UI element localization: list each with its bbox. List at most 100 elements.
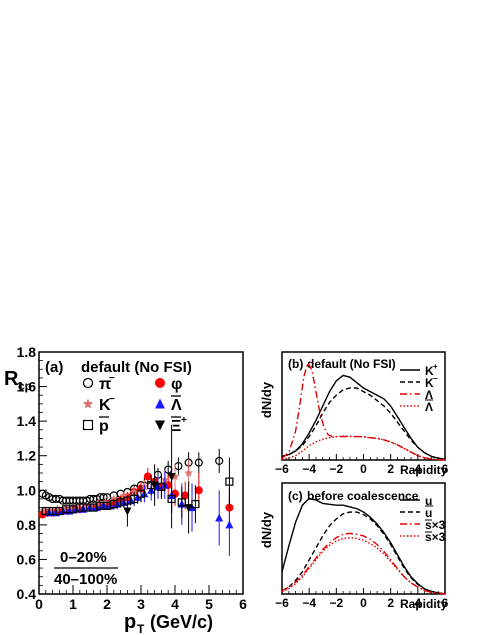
legend-label: s×3 — [425, 530, 446, 544]
y-tick-label: 1.6 — [17, 379, 37, 395]
panel-b-xlabel: Rapidity — [400, 463, 448, 477]
curve-solid — [281, 374, 446, 460]
x-tick-label: −2 — [329, 462, 343, 476]
x-tick-label: 6 — [442, 596, 449, 610]
legend-label: Λ — [171, 397, 182, 414]
panel-c-xlabel: Rapidity — [400, 597, 448, 611]
legend-marker — [155, 398, 165, 409]
y-tick-label: 1.2 — [17, 448, 37, 464]
panel-b-ylabel: dN/dy — [259, 381, 274, 418]
x-tick-label: 6 — [442, 462, 449, 476]
legend-marker — [82, 398, 94, 409]
data-point — [194, 458, 203, 467]
series-triangle-down — [123, 424, 193, 534]
legend-label: K — [425, 364, 434, 378]
legend-label: p — [99, 418, 109, 435]
series-triangle-up — [45, 471, 234, 556]
data-point — [99, 493, 108, 502]
legend-sup: − — [109, 394, 115, 405]
x-tick-label: 6 — [239, 596, 247, 612]
x-tick-label: 5 — [205, 596, 213, 612]
x-tick-label: 2 — [387, 596, 394, 610]
panel-c-curves — [281, 497, 446, 595]
panel-a-legend: π− φK− Λp Ξ + — [82, 373, 187, 435]
data-point — [130, 494, 139, 504]
panel-b-curves — [281, 360, 446, 461]
x-tick-label: 0 — [35, 596, 43, 612]
panel-c-dndy: dN/dy (c) before coalescence Rapidity −6… — [259, 482, 449, 611]
curve-dashed — [281, 511, 446, 595]
panel-b-title-text: default (No FSI) — [307, 357, 396, 371]
legend-label: K — [425, 376, 434, 390]
x-tick-label: 0 — [360, 596, 367, 610]
x-tick-label: −6 — [275, 462, 289, 476]
x-tick-label: 2 — [103, 596, 111, 612]
panel-b-legend: K +K −ΛΛ — [400, 362, 438, 414]
legend-sup: + — [433, 362, 438, 371]
legend-label: u — [425, 506, 432, 520]
data-point — [225, 477, 234, 486]
data-point — [194, 486, 203, 495]
panel-c-x-axis: −6 −4 −2 0 2 4 6 — [275, 588, 449, 610]
legend-label: u — [425, 494, 432, 508]
curve-dashdot — [281, 532, 446, 595]
ratio-label-bottom: 40–100% — [54, 571, 117, 588]
x-tick-label: 2 — [387, 462, 394, 476]
panel-a-label: (a) — [45, 359, 63, 376]
legend-marker — [155, 420, 165, 431]
panel-a-title: default (No FSI) — [81, 359, 192, 376]
panel-c-title-text: before coalescence — [307, 489, 419, 503]
data-point — [167, 472, 176, 481]
x-tick-label: −6 — [275, 596, 289, 610]
x-tick-label: 1 — [69, 596, 77, 612]
x-tick-label: 4 — [171, 596, 179, 612]
panel-c-legend: uus×3s×3 — [400, 494, 446, 544]
panel-a-ylabel-sub: cp — [18, 379, 32, 393]
legend-label: K — [99, 397, 111, 414]
panel-a-xlabel: p — [124, 611, 136, 633]
data-point — [215, 513, 224, 522]
data-point — [123, 507, 132, 516]
ratio-label-top: 0–20% — [60, 549, 107, 566]
y-tick-label: 1.0 — [17, 482, 37, 498]
panel-b-title: (b) — [288, 357, 303, 371]
panel-a-ylabel: R — [4, 368, 19, 390]
data-point — [215, 456, 224, 465]
y-tick-label: 0.8 — [17, 517, 37, 533]
panel-c-title: (c) — [288, 489, 303, 503]
data-point — [150, 481, 159, 490]
y-tick-label: 0.6 — [17, 551, 37, 567]
legend-sup: + — [181, 415, 187, 426]
panel-a-y-axis: 0.4 0.6 0.8 1.0 1.2 1.4 1.6 1.8 — [17, 344, 47, 602]
legend-sup: − — [433, 374, 438, 383]
data-point — [143, 472, 152, 481]
legend-marker — [82, 377, 94, 389]
panel-a-xlabel-unit: (GeV/c) — [150, 612, 213, 632]
legend-marker — [82, 419, 94, 431]
x-tick-label: −2 — [329, 596, 343, 610]
curve-dashdot — [281, 360, 446, 461]
legend-label: s×3 — [425, 518, 446, 532]
legend-marker — [155, 378, 165, 388]
data-point — [225, 520, 234, 529]
y-tick-label: 1.8 — [17, 344, 37, 360]
x-tick-label: 3 — [137, 596, 145, 612]
data-point — [157, 482, 166, 491]
curve-dotted — [281, 536, 446, 595]
legend-label: Λ — [425, 400, 433, 414]
x-tick-label: 4 — [414, 462, 421, 476]
x-tick-label: −4 — [302, 462, 316, 476]
legend-sup: − — [109, 373, 115, 384]
panel-c-ylabel: dN/dy — [259, 511, 274, 548]
y-tick-label: 0.4 — [17, 586, 37, 602]
panel-b-x-axis: −6 −4 −2 0 2 4 6 — [275, 454, 449, 476]
legend-label: φ — [171, 376, 182, 393]
panel-a-xlabel-sub: T — [137, 622, 145, 635]
curve-solid — [281, 497, 446, 595]
panel-b-dndy: dN/dy (b) default (No FSI) Rapidity −6 −4… — [259, 351, 449, 477]
legend-label: Ξ — [171, 418, 181, 435]
legend-label: π — [99, 376, 111, 393]
data-point — [136, 489, 146, 498]
